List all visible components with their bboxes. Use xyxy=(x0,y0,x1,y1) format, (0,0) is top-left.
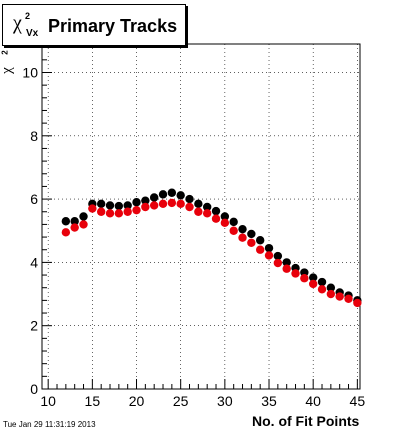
title-subscript: Vx xyxy=(26,28,39,39)
data-point xyxy=(61,228,71,237)
x-tick-label: 15 xyxy=(85,393,101,409)
title-symbol: χ xyxy=(13,12,22,34)
data-point xyxy=(105,201,115,210)
data-point xyxy=(176,191,185,200)
data-point xyxy=(114,209,124,218)
data-point xyxy=(114,201,124,211)
data-point xyxy=(132,205,141,215)
title-superscript: 2 xyxy=(25,11,31,21)
data-point xyxy=(70,223,79,232)
data-point xyxy=(220,218,230,228)
data-point xyxy=(211,214,221,223)
data-point xyxy=(149,201,159,210)
data-point xyxy=(185,194,194,204)
data-point xyxy=(132,198,141,207)
data-point xyxy=(88,204,97,213)
x-tick-label: 35 xyxy=(261,393,277,409)
data-point xyxy=(282,264,291,273)
data-point xyxy=(229,226,238,235)
data-point xyxy=(158,199,168,209)
y-tick-label: 4 xyxy=(30,254,38,270)
data-point xyxy=(141,202,150,212)
data-point xyxy=(326,283,336,292)
grid-lines xyxy=(42,44,360,390)
data-point xyxy=(317,285,327,294)
data-point xyxy=(141,196,150,205)
chart-title-box: χ 2 Vx Primary Tracks xyxy=(2,4,186,46)
y-tick-label: 2 xyxy=(30,318,38,334)
data-point xyxy=(255,245,265,254)
data-point xyxy=(317,277,327,287)
y-tick-label: 10 xyxy=(22,64,38,80)
data-point xyxy=(194,199,203,209)
x-tick-label: 30 xyxy=(217,393,233,409)
axes: 10 15 20 25 30 35 40 45 0 2 4 6 8 10 xyxy=(22,59,366,409)
data-point xyxy=(344,294,353,303)
data-point xyxy=(220,212,230,221)
datestamp: Tue Jan 29 11:31:19 2013 xyxy=(3,420,96,429)
x-axis-label: No. of Fit Points xyxy=(252,413,360,429)
data-point xyxy=(264,243,274,253)
data-point xyxy=(273,251,283,261)
data-point xyxy=(335,292,344,301)
data-point xyxy=(238,224,247,234)
x-tick-label: 40 xyxy=(305,393,321,409)
data-point xyxy=(255,236,265,245)
data-point xyxy=(96,207,106,216)
data-point xyxy=(167,188,177,197)
x-tick-label: 25 xyxy=(173,393,189,409)
data-point xyxy=(202,209,212,218)
data-point xyxy=(353,298,362,308)
data-point xyxy=(282,258,291,267)
data-point xyxy=(123,201,132,210)
data-point xyxy=(70,217,79,226)
y-tick-label: 6 xyxy=(30,191,38,207)
data-point xyxy=(176,199,185,209)
data-point xyxy=(229,217,238,227)
data-point xyxy=(273,258,283,268)
x-tick-label: 20 xyxy=(129,393,145,409)
series-red xyxy=(61,198,362,308)
data-point xyxy=(326,289,336,299)
data-point xyxy=(185,202,194,212)
data-point xyxy=(291,269,300,278)
data-point xyxy=(158,190,168,199)
data-point xyxy=(238,233,247,242)
data-point xyxy=(167,198,177,208)
data-point xyxy=(105,209,115,218)
data-point xyxy=(202,202,212,212)
data-point xyxy=(247,229,256,239)
data-points xyxy=(61,188,362,308)
y-axis-label: 2 χ xyxy=(0,48,20,78)
y-tick-label: 8 xyxy=(30,128,38,144)
chart-title: Primary Tracks xyxy=(48,16,178,36)
data-point xyxy=(247,238,256,247)
x-tick-label: 10 xyxy=(40,393,56,409)
data-point xyxy=(149,193,159,202)
data-point xyxy=(61,217,71,226)
data-point xyxy=(308,279,318,289)
data-point xyxy=(96,199,106,209)
data-point xyxy=(79,212,88,221)
data-point xyxy=(300,274,309,283)
data-point xyxy=(79,220,88,229)
data-point xyxy=(308,273,318,282)
y-axis-label-superscript: 2 xyxy=(0,50,10,55)
y-axis-label-symbol: χ xyxy=(0,67,15,74)
data-point xyxy=(211,206,221,216)
data-point xyxy=(123,207,132,216)
x-tick-label: 45 xyxy=(350,393,366,409)
y-tick-label: 0 xyxy=(30,381,38,397)
plot-area xyxy=(41,43,361,390)
data-point xyxy=(194,207,203,216)
data-point xyxy=(264,251,274,260)
